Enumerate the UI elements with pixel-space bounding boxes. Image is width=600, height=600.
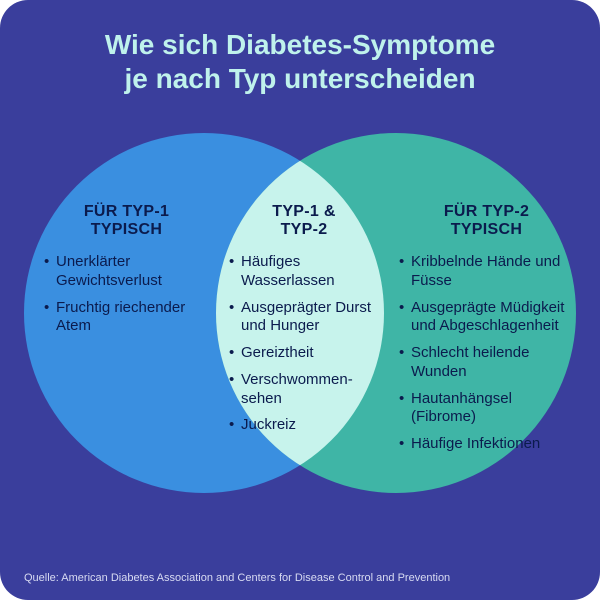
symptom-item: Fruchtig riechender Atem [44, 299, 209, 337]
symptom-item: Häufige Infektionen [399, 435, 574, 454]
heading-type2-l1: FÜR TYP-2 [444, 203, 529, 220]
symptom-item: Verschwommen­sehen [229, 371, 379, 409]
symptom-item: Ausgeprägte Müdigkeit und Abgeschlagenhe… [399, 299, 574, 337]
symptom-item: Unerklärter Gewichtsverlust [44, 253, 209, 291]
symptom-item: Kribbelnde Hände und Füsse [399, 253, 574, 291]
symptom-list-type2: Kribbelnde Hände und Füsse Ausgeprägte Mü… [399, 253, 574, 454]
heading-type2: FÜR TYP-2 TYPISCH [399, 203, 574, 239]
title-line-2: je nach Typ unterscheiden [124, 63, 475, 94]
symptom-item: Ausgeprägter Durst und Hunger [229, 299, 379, 337]
heading-type1-l2: TYPISCH [91, 221, 162, 238]
region-type1: FÜR TYP-1 TYPISCH Unerklärter Gewichtsve… [44, 203, 209, 344]
symptom-item: Gereiztheit [229, 344, 379, 363]
heading-type1: FÜR TYP-1 TYPISCH [44, 203, 209, 239]
symptom-item: Schlecht heilende Wunden [399, 344, 574, 382]
symptom-list-both: Häufiges Wasserlassen Ausgeprägter Durst … [229, 253, 379, 435]
page-title: Wie sich Diabetes-Symptome je nach Typ u… [24, 28, 576, 95]
title-line-1: Wie sich Diabetes-Symptome [105, 29, 495, 60]
region-both: TYP-1 & TYP-2 Häufiges Wasserlassen Ausge… [229, 203, 379, 443]
heading-both: TYP-1 & TYP-2 [229, 203, 379, 239]
heading-type2-l2: TYPISCH [451, 221, 522, 238]
source-attribution: Quelle: American Diabetes Association an… [24, 572, 450, 584]
region-type2: FÜR TYP-2 TYPISCH Kribbelnde Hände und F… [399, 203, 574, 462]
infographic-card: Wie sich Diabetes-Symptome je nach Typ u… [0, 0, 600, 600]
symptom-item: Juckreiz [229, 416, 379, 435]
venn-diagram: FÜR TYP-1 TYPISCH Unerklärter Gewichtsve… [24, 113, 576, 543]
heading-both-l2: TYP-2 [281, 221, 328, 238]
heading-type1-l1: FÜR TYP-1 [84, 203, 169, 220]
symptom-item: Häufiges Wasserlassen [229, 253, 379, 291]
symptom-list-type1: Unerklärter Gewichtsverlust Fruchtig riec… [44, 253, 209, 336]
symptom-item: Hautanhängsel (Fibrome) [399, 390, 574, 428]
heading-both-l1: TYP-1 & [272, 203, 335, 220]
